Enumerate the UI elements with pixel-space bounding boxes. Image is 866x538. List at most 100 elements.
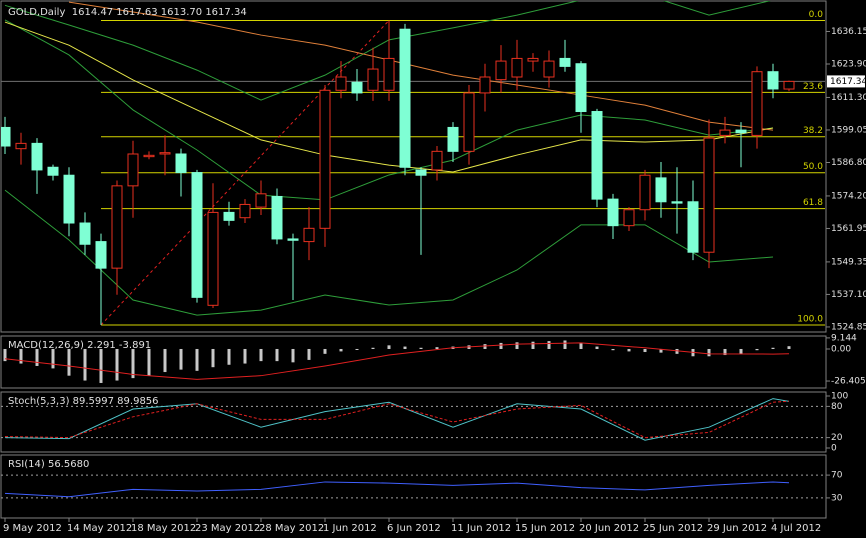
macd-bar (3, 348, 7, 362)
macd-bar (595, 346, 599, 349)
fib-label: 50.0 (803, 162, 823, 172)
stoch-plot (1, 398, 825, 441)
y-tick-label: 70 (831, 471, 843, 481)
x-tick-label: 4 Jul 2012 (771, 523, 821, 534)
macd-bar (611, 348, 615, 351)
fib-label: 0.0 (809, 10, 824, 20)
candle-body (495, 60, 507, 81)
y-tick-label: 9.144 (831, 333, 857, 343)
y-tick-label: 100 (831, 392, 848, 402)
price-plot: 0.0 23.6 38.2 50.0 61.8 100.0 (1, 1, 825, 326)
candle-body (207, 211, 219, 306)
y-tick-label: 1574.20 (831, 191, 866, 201)
macd-bar (563, 340, 567, 349)
overlay-line (4, 21, 774, 173)
macd-bar (627, 348, 631, 352)
macd-bar (195, 348, 199, 371)
x-tick-label: 14 May 2012 (67, 523, 132, 534)
fib-label: 23.6 (803, 82, 823, 92)
candle-body (351, 81, 363, 94)
y-tick-label: 0 (831, 444, 837, 454)
candle-body (271, 195, 283, 240)
rsi-plot (1, 474, 825, 499)
macd-bar (35, 348, 39, 366)
x-tick-label: 1 Jun 2012 (323, 523, 377, 534)
candle-body (191, 172, 203, 298)
candle-body (623, 209, 635, 227)
candle-body (527, 57, 539, 62)
macd-bar (643, 348, 647, 353)
overlay-line (4, 19, 774, 201)
candle-body (607, 198, 619, 227)
candle-body (303, 227, 315, 243)
x-tick-label: 20 Jun 2012 (579, 523, 639, 534)
macd-bar (483, 344, 487, 349)
x-tick-label: 25 Jun 2012 (643, 523, 703, 534)
y-tick-label: 1611.30 (831, 93, 866, 103)
fib-label: 38.2 (803, 126, 823, 136)
candle-body (63, 174, 75, 224)
macd-bar (227, 348, 231, 365)
candle-body (159, 152, 171, 155)
macd-bar (147, 348, 151, 376)
macd-bar (243, 348, 247, 364)
x-tick-label: 9 May 2012 (3, 523, 62, 534)
candle-body (127, 153, 139, 187)
candle-body (47, 166, 59, 176)
macd-bar (499, 342, 503, 349)
macd-bar (707, 348, 711, 357)
macd-bar (787, 346, 791, 349)
stoch-signal (4, 400, 790, 439)
x-tick-label: 18 May 2012 (131, 523, 196, 534)
candle-body (111, 185, 123, 269)
candle-body (671, 201, 683, 204)
panel-title: RSI(14) 56.5680 (8, 459, 89, 470)
candle-body (255, 193, 267, 208)
y-tick-label: 1586.80 (831, 158, 866, 168)
macd-bar (771, 347, 775, 349)
macd-bar (723, 348, 727, 356)
candle-body (639, 174, 651, 211)
candle-body (703, 137, 715, 253)
macd-bar (259, 348, 263, 362)
candle-body (415, 169, 427, 176)
candle-body (591, 111, 603, 200)
candle-body (479, 76, 491, 94)
panel-title: GOLD,Daily 1614.47 1617.63 1613.70 1617.… (8, 7, 247, 18)
candle-body (735, 129, 747, 134)
main-panel (0, 0, 827, 333)
y-tick-label: 1623.90 (831, 59, 866, 69)
candle-body (367, 68, 379, 91)
macd-bar (371, 347, 375, 349)
stoch-main (4, 398, 790, 441)
candle-body (31, 142, 43, 171)
x-tick-label: 11 Jun 2012 (451, 523, 511, 534)
candle-body (719, 129, 731, 136)
macd-panel (0, 335, 827, 389)
x-tick-label: 28 May 2012 (259, 523, 324, 534)
macd-bar (307, 348, 311, 360)
stoch-panel (0, 391, 827, 453)
macd-bar (51, 348, 55, 369)
macd-bar (387, 345, 391, 349)
x-tick-label: 29 Jun 2012 (707, 523, 767, 534)
macd-bar (19, 348, 23, 364)
candle-body (319, 89, 331, 229)
macd-bar (739, 348, 743, 354)
candle-body (655, 177, 667, 203)
y-tick-label: 1537.10 (831, 290, 866, 300)
candle-body (95, 241, 107, 269)
candle-body (783, 80, 795, 90)
y-tick-label: 80 (831, 402, 843, 412)
candle-body (79, 222, 91, 245)
candle-body (335, 76, 347, 91)
candle-body (15, 142, 27, 150)
macd-bar (547, 341, 551, 349)
y-tick-label: 1636.15 (831, 27, 866, 37)
macd-signal (4, 342, 790, 380)
candle-body (239, 203, 251, 219)
candle-body (463, 92, 475, 152)
macd-bar (115, 348, 119, 381)
macd-bar (275, 348, 279, 362)
